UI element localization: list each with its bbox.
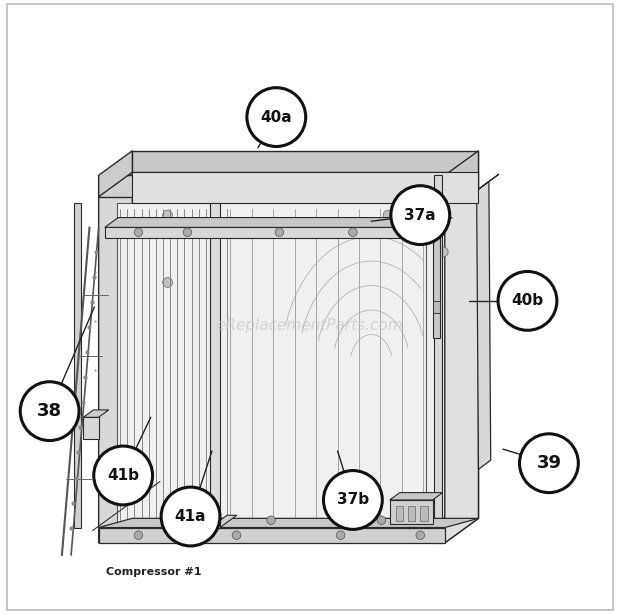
Circle shape — [94, 446, 153, 505]
Circle shape — [162, 516, 171, 524]
Polygon shape — [99, 527, 445, 543]
Polygon shape — [83, 418, 99, 439]
Polygon shape — [433, 301, 440, 313]
Circle shape — [348, 228, 357, 236]
Circle shape — [275, 228, 284, 236]
Circle shape — [397, 228, 406, 236]
Polygon shape — [99, 518, 479, 527]
Polygon shape — [99, 151, 132, 196]
Text: 37b: 37b — [337, 492, 369, 508]
Text: 37a: 37a — [404, 208, 436, 223]
Polygon shape — [99, 518, 479, 543]
Polygon shape — [433, 227, 440, 338]
Polygon shape — [83, 410, 108, 418]
Circle shape — [438, 247, 448, 257]
Circle shape — [232, 531, 241, 540]
Circle shape — [377, 516, 386, 524]
Polygon shape — [99, 172, 132, 543]
Polygon shape — [396, 506, 403, 521]
Text: eReplacementParts.com: eReplacementParts.com — [216, 318, 404, 333]
Polygon shape — [132, 172, 479, 518]
Text: 40b: 40b — [512, 293, 544, 308]
Circle shape — [260, 173, 270, 183]
Polygon shape — [132, 172, 479, 203]
Circle shape — [391, 185, 450, 244]
Polygon shape — [99, 175, 445, 196]
Polygon shape — [132, 151, 479, 172]
Polygon shape — [477, 174, 499, 190]
Polygon shape — [74, 203, 81, 527]
Circle shape — [336, 531, 345, 540]
Text: 41a: 41a — [175, 509, 206, 524]
Text: 38: 38 — [37, 402, 62, 420]
Circle shape — [498, 271, 557, 330]
Polygon shape — [117, 203, 427, 527]
Polygon shape — [420, 506, 428, 521]
Circle shape — [183, 228, 192, 236]
Polygon shape — [477, 181, 490, 469]
Circle shape — [134, 531, 143, 540]
Text: *: * — [94, 319, 97, 325]
Circle shape — [267, 516, 275, 524]
Polygon shape — [389, 492, 443, 500]
Circle shape — [161, 487, 220, 546]
Polygon shape — [445, 172, 479, 543]
Polygon shape — [445, 151, 479, 196]
Circle shape — [134, 228, 143, 236]
Polygon shape — [210, 515, 237, 527]
Circle shape — [520, 434, 578, 492]
Polygon shape — [105, 217, 452, 227]
Circle shape — [383, 210, 393, 220]
Text: *: * — [94, 418, 97, 423]
Text: 40a: 40a — [260, 109, 292, 125]
Polygon shape — [408, 506, 415, 521]
Circle shape — [416, 531, 425, 540]
Text: *: * — [94, 368, 97, 375]
Text: 41b: 41b — [107, 468, 139, 483]
Text: Compressor #1: Compressor #1 — [106, 567, 202, 577]
Circle shape — [20, 382, 79, 441]
Polygon shape — [105, 227, 438, 238]
Circle shape — [162, 278, 172, 287]
Text: *: * — [94, 270, 97, 276]
Text: 39: 39 — [536, 454, 562, 472]
Circle shape — [162, 210, 172, 220]
Polygon shape — [389, 500, 433, 524]
Circle shape — [247, 88, 306, 147]
Circle shape — [324, 470, 383, 529]
Polygon shape — [435, 175, 441, 543]
Polygon shape — [210, 203, 220, 527]
